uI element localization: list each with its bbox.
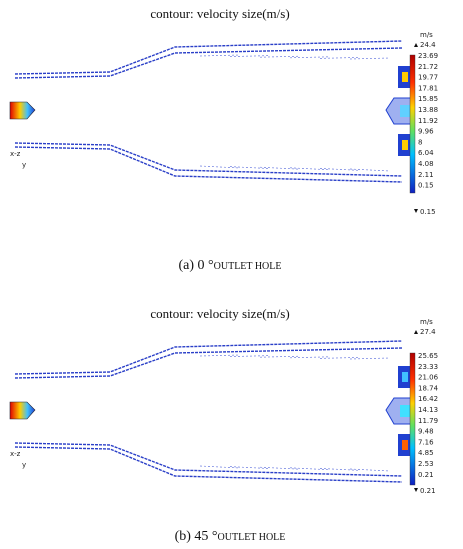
colorbar-tick-label: 2.11 — [418, 171, 434, 179]
flow-streak — [320, 57, 360, 58]
colorbar-tick-label: 4.08 — [418, 160, 434, 168]
colorbar-min: 0.15 — [420, 208, 436, 216]
figure: contour: velocity size(m/s)x-zym/s24.423… — [0, 0, 463, 549]
colorbar-tick-label: 7.16 — [418, 438, 434, 446]
min-marker — [414, 488, 418, 492]
panel: contour: velocity size(m/s) x-zy m/s 24.4 23… — [10, 6, 438, 273]
axis-y-label: y — [22, 161, 26, 169]
nozzle-wall — [15, 41, 402, 74]
flow-streak — [290, 57, 330, 58]
colorbar-tick-label: 8 — [418, 138, 422, 146]
colorbar-max: 24.4 — [420, 41, 436, 49]
colorbar-unit: m/s — [420, 31, 433, 39]
colorbar-tick-label: 11.92 — [418, 117, 438, 125]
colorbar — [410, 353, 415, 485]
page: {"panels":[ {"title":"contour: velocity … — [0, 0, 463, 549]
colorbar-tick-label: 11.79 — [418, 417, 438, 425]
nozzle-wall — [15, 341, 402, 374]
flow-streak — [200, 55, 240, 56]
colorbar-tick-label: 13.88 — [418, 106, 438, 114]
nozzle-wall — [15, 48, 402, 78]
colorbar-tick-label: 9.96 — [418, 128, 434, 136]
caption-label: (b) 45 ° — [175, 529, 218, 544]
colorbar-tick-label: 17.81 — [418, 84, 438, 92]
outlet-hot — [402, 72, 408, 82]
colorbar-tick-label: 23.69 — [418, 52, 438, 60]
injector — [10, 402, 35, 419]
colorbar-tick-label: 4.85 — [418, 449, 434, 457]
colorbar-tick-label: 15.85 — [418, 95, 438, 103]
caption: (b) 45 °OUTLET HOLE — [175, 529, 286, 544]
caption-label: (a) 0 ° — [179, 258, 214, 273]
axis-x-label: x-z — [10, 450, 21, 458]
colorbar — [410, 55, 415, 193]
colorbar-tick-label: 19.77 — [418, 74, 438, 82]
max-marker — [414, 330, 418, 334]
axis-x-label: x-z — [10, 150, 21, 158]
nozzle-wall — [15, 447, 402, 482]
flow-streak — [290, 357, 330, 358]
caption-text: OUTLET HOLE — [214, 261, 282, 272]
colorbar-tick-label: 16.42 — [418, 395, 438, 403]
max-marker — [414, 43, 418, 47]
colorbar-tick-label: 2.53 — [418, 460, 434, 468]
colorbar-tick-label: 0.15 — [418, 182, 434, 190]
flow-streak — [320, 357, 360, 358]
flow-streak — [200, 355, 240, 356]
outlet-hot — [402, 440, 408, 450]
panel-title: contour: velocity size(m/s) — [150, 6, 289, 21]
panel: contour: velocity size(m/s) x-zy m/s 27.4 25… — [10, 306, 439, 544]
nozzle-wall — [15, 147, 402, 182]
colorbar-max: 27.4 — [420, 328, 436, 336]
outlet-hot — [402, 372, 408, 382]
colorbar-min: 0.21 — [420, 487, 436, 495]
outlet-hot — [402, 140, 408, 150]
min-marker — [414, 209, 418, 213]
colorbar-tick-label: 21.72 — [418, 63, 438, 71]
colorbar-tick-label: 25.65 — [418, 352, 438, 360]
panel-title: contour: velocity size(m/s) — [150, 306, 289, 321]
colorbar-tick-label: 21.06 — [418, 374, 439, 382]
caption-text: OUTLET HOLE — [218, 532, 286, 543]
nozzle-wall — [15, 348, 402, 378]
flow-streak — [230, 356, 270, 357]
colorbar-unit: m/s — [420, 318, 433, 326]
body: contour: velocity size(m/s)x-zym/s24.423… — [0, 0, 463, 549]
colorbar-tick-label: 6.04 — [418, 149, 434, 157]
axis-y-label: y — [22, 461, 26, 469]
caption: (a) 0 °OUTLET HOLE — [179, 258, 282, 273]
colorbar-tick-label: 18.74 — [418, 384, 439, 392]
flow-streak — [260, 356, 300, 357]
flow-streak — [260, 56, 300, 57]
colorbar-tick-label: 9.48 — [418, 428, 434, 436]
colorbar-tick-label: 23.33 — [418, 363, 438, 371]
flow-streak — [230, 56, 270, 57]
colorbar-tick-label: 14.13 — [418, 406, 438, 414]
flow-streak — [350, 358, 390, 359]
injector — [10, 102, 35, 119]
colorbar-tick-label: 0.21 — [418, 471, 434, 479]
flow-streak — [350, 58, 390, 59]
